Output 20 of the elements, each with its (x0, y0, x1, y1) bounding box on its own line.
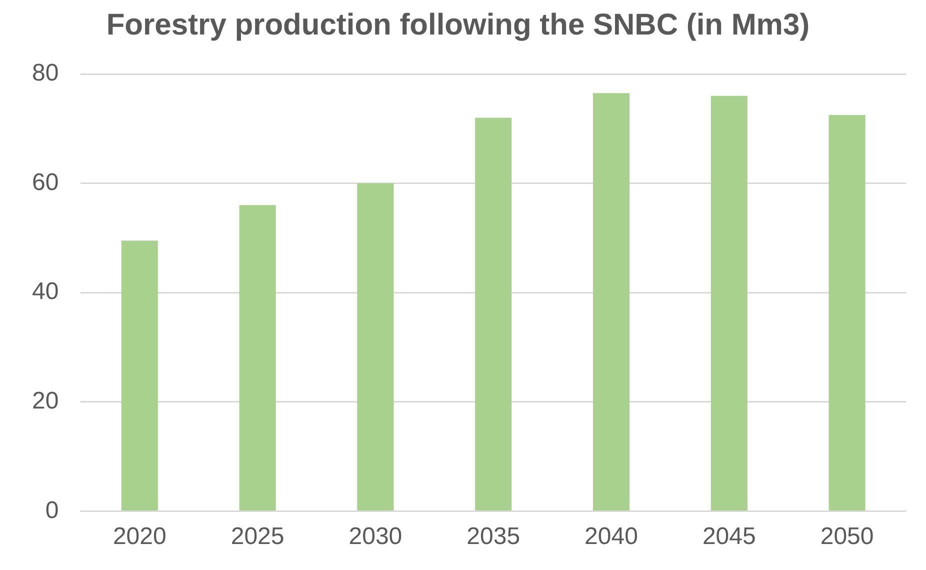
y-tick-label: 40 (32, 278, 59, 306)
bar (239, 205, 276, 510)
bar (357, 183, 394, 510)
x-tick-label: 2040 (584, 523, 638, 550)
bar (121, 240, 158, 510)
y-tick-label: 60 (32, 168, 59, 196)
y-tick-label: 80 (32, 60, 59, 87)
x-tick-label: 2035 (466, 523, 520, 550)
x-tick-label: 2045 (702, 523, 756, 550)
x-tick-label: 2050 (820, 523, 874, 550)
bar (475, 118, 512, 510)
y-tick-label: 20 (32, 388, 59, 415)
bar (592, 93, 630, 510)
bar (710, 96, 748, 510)
x-tick-label: 2020 (112, 523, 166, 550)
chart-title: Forestry production following the SNBC (in Mm3) (106, 8, 810, 42)
bar (828, 114, 866, 510)
x-tick-label: 2030 (348, 523, 402, 550)
y-tick-label: 0 (45, 496, 59, 524)
x-tick-label: 2025 (230, 523, 284, 550)
